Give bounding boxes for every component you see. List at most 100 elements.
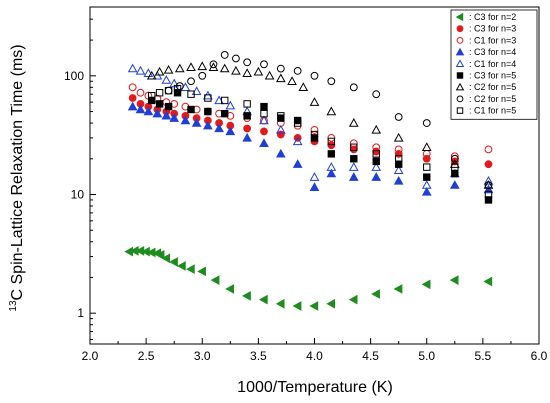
data-point xyxy=(187,90,195,98)
data-point xyxy=(152,108,163,118)
data-point xyxy=(327,137,336,146)
data-point xyxy=(127,63,138,73)
data-point xyxy=(275,124,286,134)
data-point xyxy=(450,154,459,163)
data-point xyxy=(186,62,196,71)
data-point xyxy=(154,66,165,76)
data-point xyxy=(161,110,172,120)
x-tick-label: 5.5 xyxy=(475,349,492,363)
data-point xyxy=(277,112,285,120)
data-point xyxy=(348,118,359,127)
data-point xyxy=(292,301,302,311)
y-tick-label: 100 xyxy=(64,69,84,83)
x-axis: 2.0 2.5 3.0 3.5 4.0 4.5 5.0 5.5 6.0 xyxy=(82,338,548,363)
data-point xyxy=(221,96,229,105)
data-point xyxy=(372,157,380,166)
data-point xyxy=(293,116,302,125)
data-point xyxy=(310,126,319,134)
data-point xyxy=(260,127,268,136)
data-point xyxy=(191,118,202,127)
data-point xyxy=(175,82,184,90)
y-tick-label: 1 xyxy=(77,306,84,320)
data-point xyxy=(243,124,252,133)
data-point xyxy=(309,301,319,311)
x-tick-label: 4.0 xyxy=(306,349,323,363)
data-point xyxy=(421,180,432,189)
legend-label: : C3 for n=5 xyxy=(469,71,516,81)
data-point xyxy=(259,115,269,125)
data-point xyxy=(128,94,137,102)
series-5 xyxy=(127,63,494,189)
y-axis-title-text: C Spin-Lattice Relaxation Time (ms) xyxy=(9,44,26,300)
data-point xyxy=(204,107,212,116)
data-point xyxy=(310,71,319,80)
x-tick-label: 4.5 xyxy=(362,349,379,363)
data-point xyxy=(393,165,404,174)
data-point xyxy=(148,96,156,105)
data-point xyxy=(309,97,320,106)
data-point xyxy=(260,60,268,69)
data-point xyxy=(164,86,173,95)
data-point xyxy=(231,65,241,75)
data-point xyxy=(394,145,403,154)
data-point xyxy=(232,54,240,63)
data-point xyxy=(275,73,286,83)
legend-marker xyxy=(455,47,465,56)
data-point xyxy=(394,155,403,163)
legend-marker xyxy=(456,25,464,33)
data-point xyxy=(258,294,268,305)
data-point xyxy=(220,51,229,59)
legend-marker xyxy=(455,59,465,68)
data-point xyxy=(326,168,337,178)
data-point xyxy=(225,100,236,110)
data-point xyxy=(260,102,268,111)
data-point xyxy=(423,173,431,181)
data-point xyxy=(293,66,302,75)
data-point xyxy=(371,289,380,299)
data-point xyxy=(275,148,286,158)
data-point xyxy=(298,82,309,92)
data-point xyxy=(422,119,431,127)
data-point xyxy=(484,190,493,199)
data-point xyxy=(394,160,403,168)
data-point xyxy=(221,109,229,118)
legend-marker xyxy=(455,12,464,22)
data-point xyxy=(394,113,403,121)
data-point xyxy=(484,145,493,154)
data-point xyxy=(225,284,235,294)
data-point xyxy=(449,180,460,189)
data-point xyxy=(177,261,186,271)
legend-frame xyxy=(450,9,538,120)
legend-marker xyxy=(456,95,464,103)
data-point xyxy=(326,298,336,309)
series-6 xyxy=(148,89,493,204)
y-axis-title: 13C Spin-Lattice Relaxation Time (ms) xyxy=(8,44,26,311)
legend: : C3 for n=2: C3 for n=3: C1 for n=3: C3… xyxy=(450,9,538,120)
data-point xyxy=(136,88,145,97)
data-point xyxy=(243,100,251,108)
data-point xyxy=(225,126,236,136)
data-point xyxy=(349,83,358,92)
data-point xyxy=(143,106,154,116)
series-1 xyxy=(124,246,493,311)
legend-label: : C1 for n=5 xyxy=(469,106,516,116)
data-point xyxy=(259,138,269,148)
data-point xyxy=(203,120,213,130)
data-point xyxy=(242,68,252,77)
data-point xyxy=(173,84,182,93)
data-point xyxy=(242,132,252,142)
data-point xyxy=(219,63,230,73)
legend-marker xyxy=(456,107,464,114)
data-point xyxy=(187,105,195,114)
data-point xyxy=(483,276,493,287)
x-tick-label: 3.0 xyxy=(194,349,211,363)
legend-label: : C1 for n=4 xyxy=(469,59,516,69)
data-point xyxy=(421,186,432,196)
data-point xyxy=(327,77,336,86)
data-point xyxy=(309,172,320,181)
data-point xyxy=(128,83,137,92)
y-axis-title-superscript: 13 xyxy=(8,300,19,312)
data-point xyxy=(348,172,359,181)
data-point xyxy=(275,298,285,309)
